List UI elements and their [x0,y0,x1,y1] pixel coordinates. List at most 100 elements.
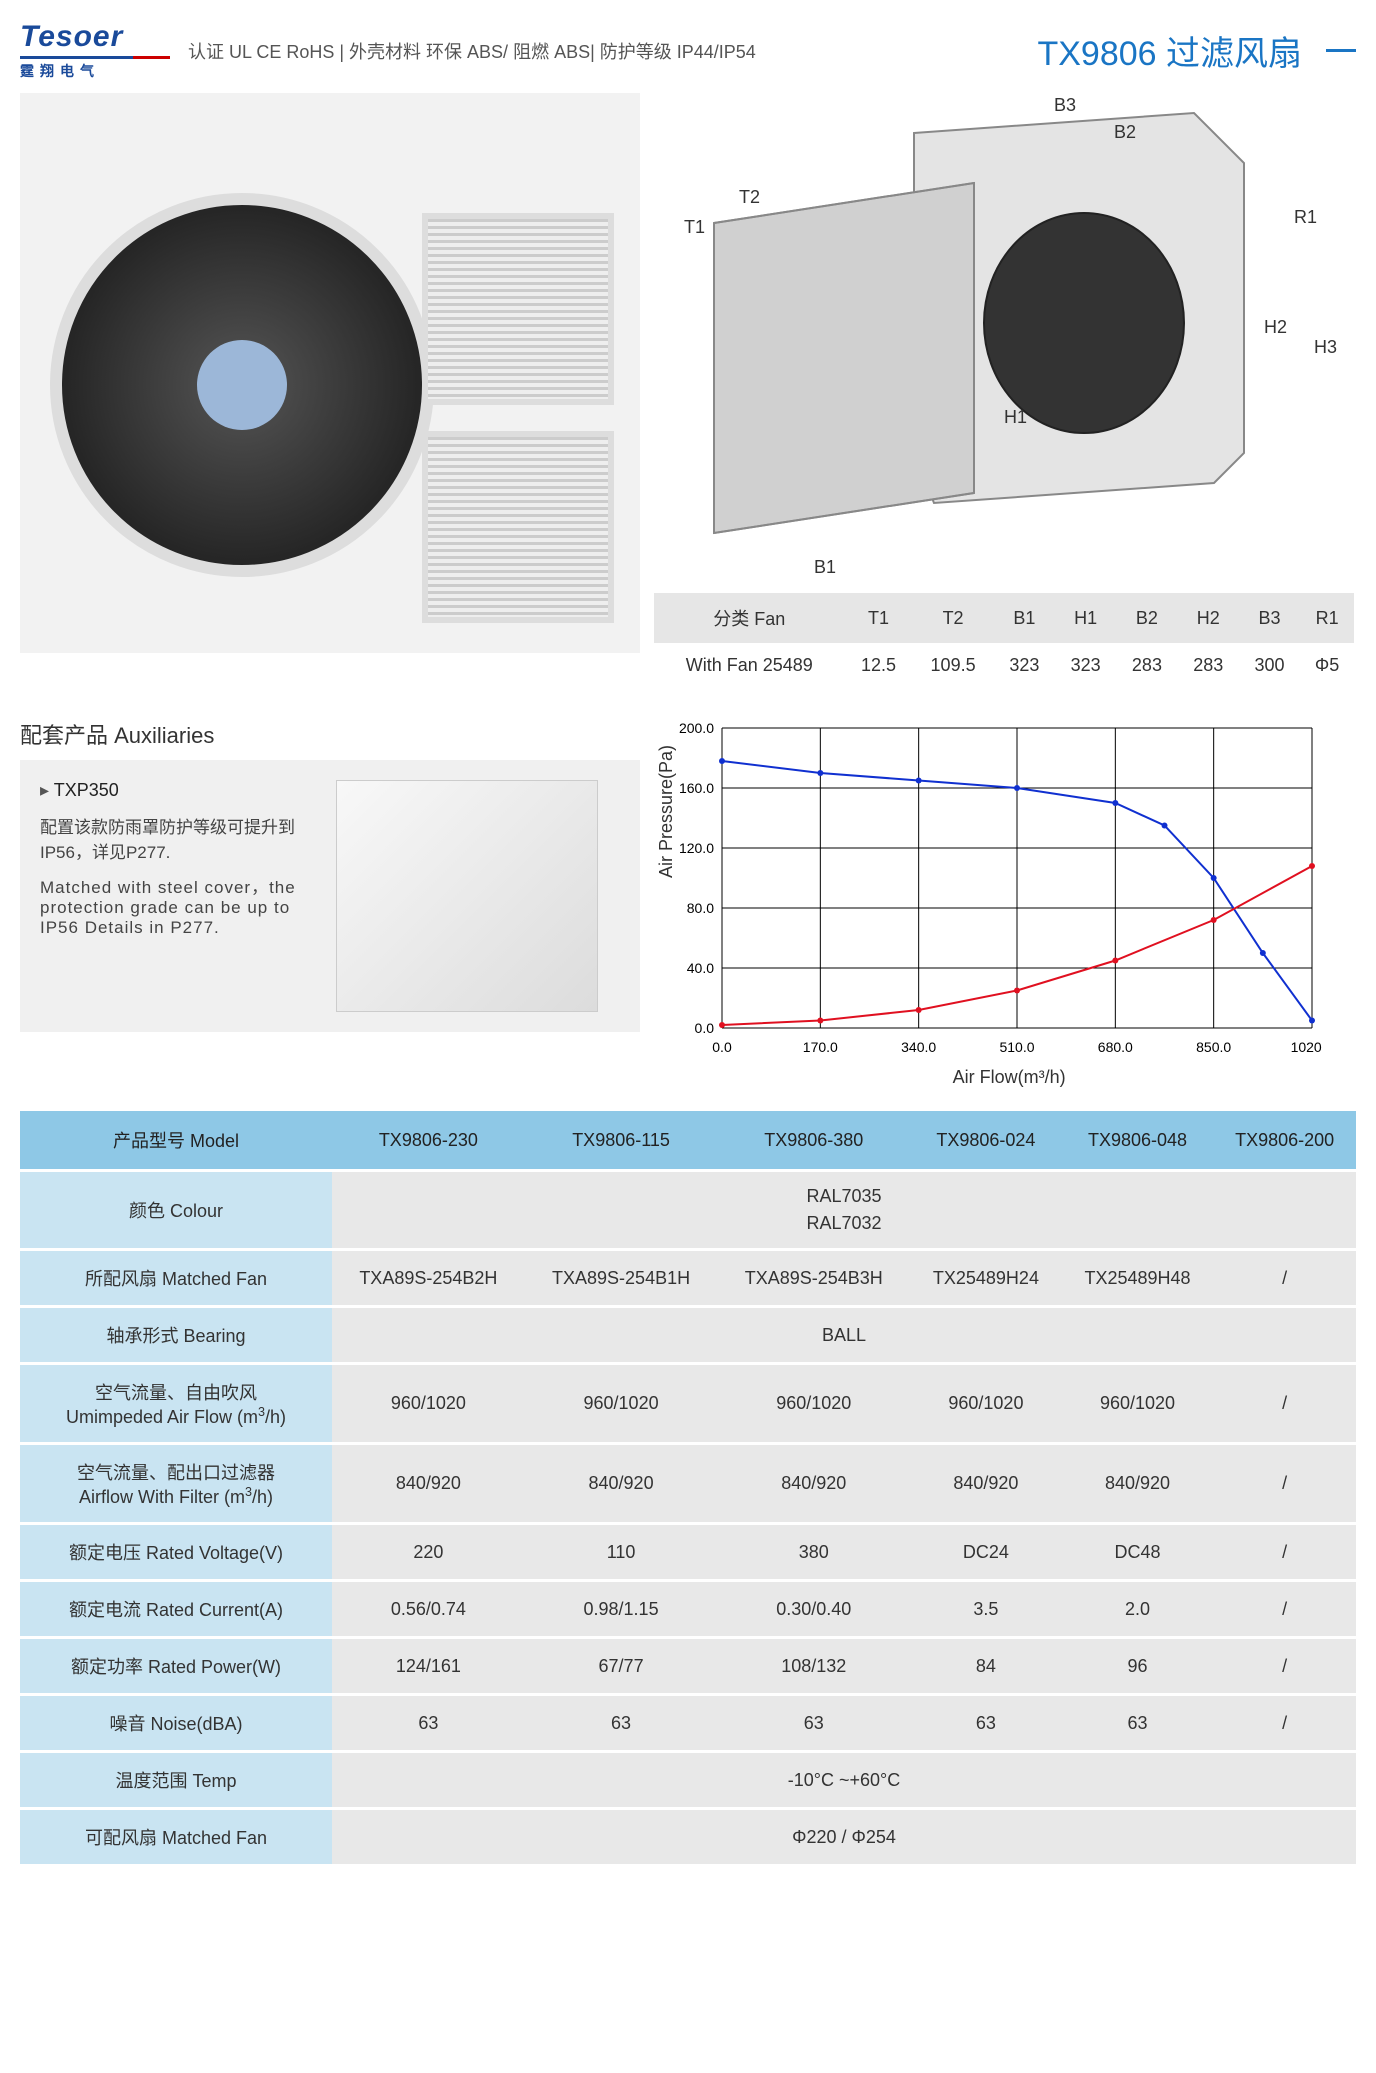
spec-cell: 840/920 [910,1445,1062,1522]
spec-th: TX9806-200 [1213,1111,1356,1169]
svg-text:510.0: 510.0 [1000,1039,1035,1055]
spec-cell: DC48 [1062,1525,1214,1579]
svg-text:680.0: 680.0 [1098,1039,1133,1055]
spec-cell: 960/1020 [910,1365,1062,1442]
svg-text:80.0: 80.0 [687,900,714,916]
svg-text:B2: B2 [1114,122,1136,142]
svg-text:H1: H1 [1004,407,1027,427]
spec-row-label: 额定功率 Rated Power(W) [20,1639,332,1693]
svg-text:1020.0: 1020.0 [1291,1039,1322,1055]
auxiliary-box: TXP350 配置该款防雨罩防护等级可提升到 IP56，详见P277. Matc… [20,760,640,1032]
spec-row-label: 额定电压 Rated Voltage(V) [20,1525,332,1579]
dim-td: 12.5 [844,643,912,688]
svg-text:40.0: 40.0 [687,960,714,976]
spec-cell: 380 [717,1525,910,1579]
spec-cell: / [1213,1251,1356,1305]
dim-td: 109.5 [912,643,993,688]
spec-cell: 63 [1062,1696,1214,1750]
spec-th: TX9806-024 [910,1111,1062,1169]
dim-td: 323 [994,643,1055,688]
product-title: TX9806 过滤风扇 [1037,26,1302,75]
spec-row-label: 空气流量、自由吹风Umimpeded Air Flow (m3/h) [20,1365,332,1442]
spec-cell: RAL7035RAL7032 [332,1172,1356,1248]
spec-cell: 63 [717,1696,910,1750]
product-photo [20,93,640,653]
spec-cell: TXA89S-254B1H [525,1251,718,1305]
spec-row-label: 空气流量、配出口过滤器Airflow With Filter (m3/h) [20,1445,332,1522]
dim-td: Φ5 [1300,643,1354,688]
spec-row-label: 噪音 Noise(dBA) [20,1696,332,1750]
spec-table: 产品型号 ModelTX9806-230TX9806-115TX9806-380… [20,1108,1356,1867]
spec-cell: 840/920 [332,1445,525,1522]
spec-cell: -10°C ~+60°C [332,1753,1356,1807]
dim-td: 283 [1116,643,1177,688]
spec-cell: DC24 [910,1525,1062,1579]
dimension-diagram: T1 T2 B1 H1 B2 H2 B3 R1 H3 [654,93,1354,593]
brand-logo: Tesoer 霆翔电气 [20,20,170,81]
spec-th: TX9806-115 [525,1111,718,1169]
page-header: Tesoer 霆翔电气 认证 UL CE RoHS | 外壳材料 环保 ABS/… [20,20,1356,81]
spec-cell: 84 [910,1639,1062,1693]
dim-td: 300 [1239,643,1300,688]
spec-cell: / [1213,1445,1356,1522]
spec-cell: / [1213,1696,1356,1750]
spec-cell: 220 [332,1525,525,1579]
svg-text:0.0: 0.0 [695,1020,715,1036]
dim-th: 分类 Fan [654,593,844,643]
spec-cell: 960/1020 [1062,1365,1214,1442]
spec-cell: Φ220 / Φ254 [332,1810,1356,1864]
dim-td: With Fan 25489 [654,643,844,688]
spec-cell: 0.98/1.15 [525,1582,718,1636]
performance-chart: 0.0170.0340.0510.0680.0850.01020.00.040.… [662,718,1356,1088]
logo-sub: 霆翔电气 [20,61,100,81]
svg-text:160.0: 160.0 [679,780,714,796]
dim-th: B1 [994,593,1055,643]
spec-cell: 840/920 [1062,1445,1214,1522]
spec-cell: 960/1020 [332,1365,525,1442]
spec-cell: 840/920 [525,1445,718,1522]
svg-text:H3: H3 [1314,337,1337,357]
dim-th: B3 [1239,593,1300,643]
spec-cell: 3.5 [910,1582,1062,1636]
svg-text:200.0: 200.0 [679,720,714,736]
spec-row-label: 轴承形式 Bearing [20,1308,332,1362]
spec-row-label: 颜色 Colour [20,1172,332,1248]
spec-th: TX9806-048 [1062,1111,1214,1169]
svg-text:T2: T2 [739,187,760,207]
svg-text:120.0: 120.0 [679,840,714,856]
dim-th: R1 [1300,593,1354,643]
spec-cell: / [1213,1365,1356,1442]
spec-cell: 124/161 [332,1639,525,1693]
svg-text:0.0: 0.0 [713,1039,733,1055]
diagram-svg: T1 T2 B1 H1 B2 H2 B3 R1 H3 [654,93,1354,593]
spec-row-label: 额定电流 Rated Current(A) [20,1582,332,1636]
spec-cell: 108/132 [717,1639,910,1693]
svg-text:B1: B1 [814,557,836,577]
spec-th: TX9806-380 [717,1111,910,1169]
spec-cell: 2.0 [1062,1582,1214,1636]
dim-th: T2 [912,593,993,643]
spec-cell: 63 [525,1696,718,1750]
spec-cell: TXA89S-254B3H [717,1251,910,1305]
spec-cell: 96 [1062,1639,1214,1693]
svg-text:170.0: 170.0 [803,1039,838,1055]
logo-text: Tesoer [20,20,123,54]
spec-row-label: 可配风扇 Matched Fan [20,1810,332,1864]
chart-y-label: Air Pressure(Pa) [656,745,677,878]
aux-desc-en: Matched with steel cover，the protection … [40,873,320,938]
spec-row-label: 所配风扇 Matched Fan [20,1251,332,1305]
spec-cell: / [1213,1525,1356,1579]
svg-text:850.0: 850.0 [1196,1039,1231,1055]
svg-text:B3: B3 [1054,95,1076,115]
svg-text:T1: T1 [684,217,705,237]
spec-cell: 960/1020 [717,1365,910,1442]
aux-photo [336,780,598,1012]
spec-cell: 960/1020 [525,1365,718,1442]
spec-cell: 0.30/0.40 [717,1582,910,1636]
spec-cell: 110 [525,1525,718,1579]
spec-cell: 67/77 [525,1639,718,1693]
cert-text: 认证 UL CE RoHS | 外壳材料 环保 ABS/ 阻燃 ABS| 防护等… [188,38,1019,64]
chart-x-label: Air Flow(m³/h) [662,1067,1356,1088]
spec-cell: TX25489H24 [910,1251,1062,1305]
svg-text:H2: H2 [1264,317,1287,337]
